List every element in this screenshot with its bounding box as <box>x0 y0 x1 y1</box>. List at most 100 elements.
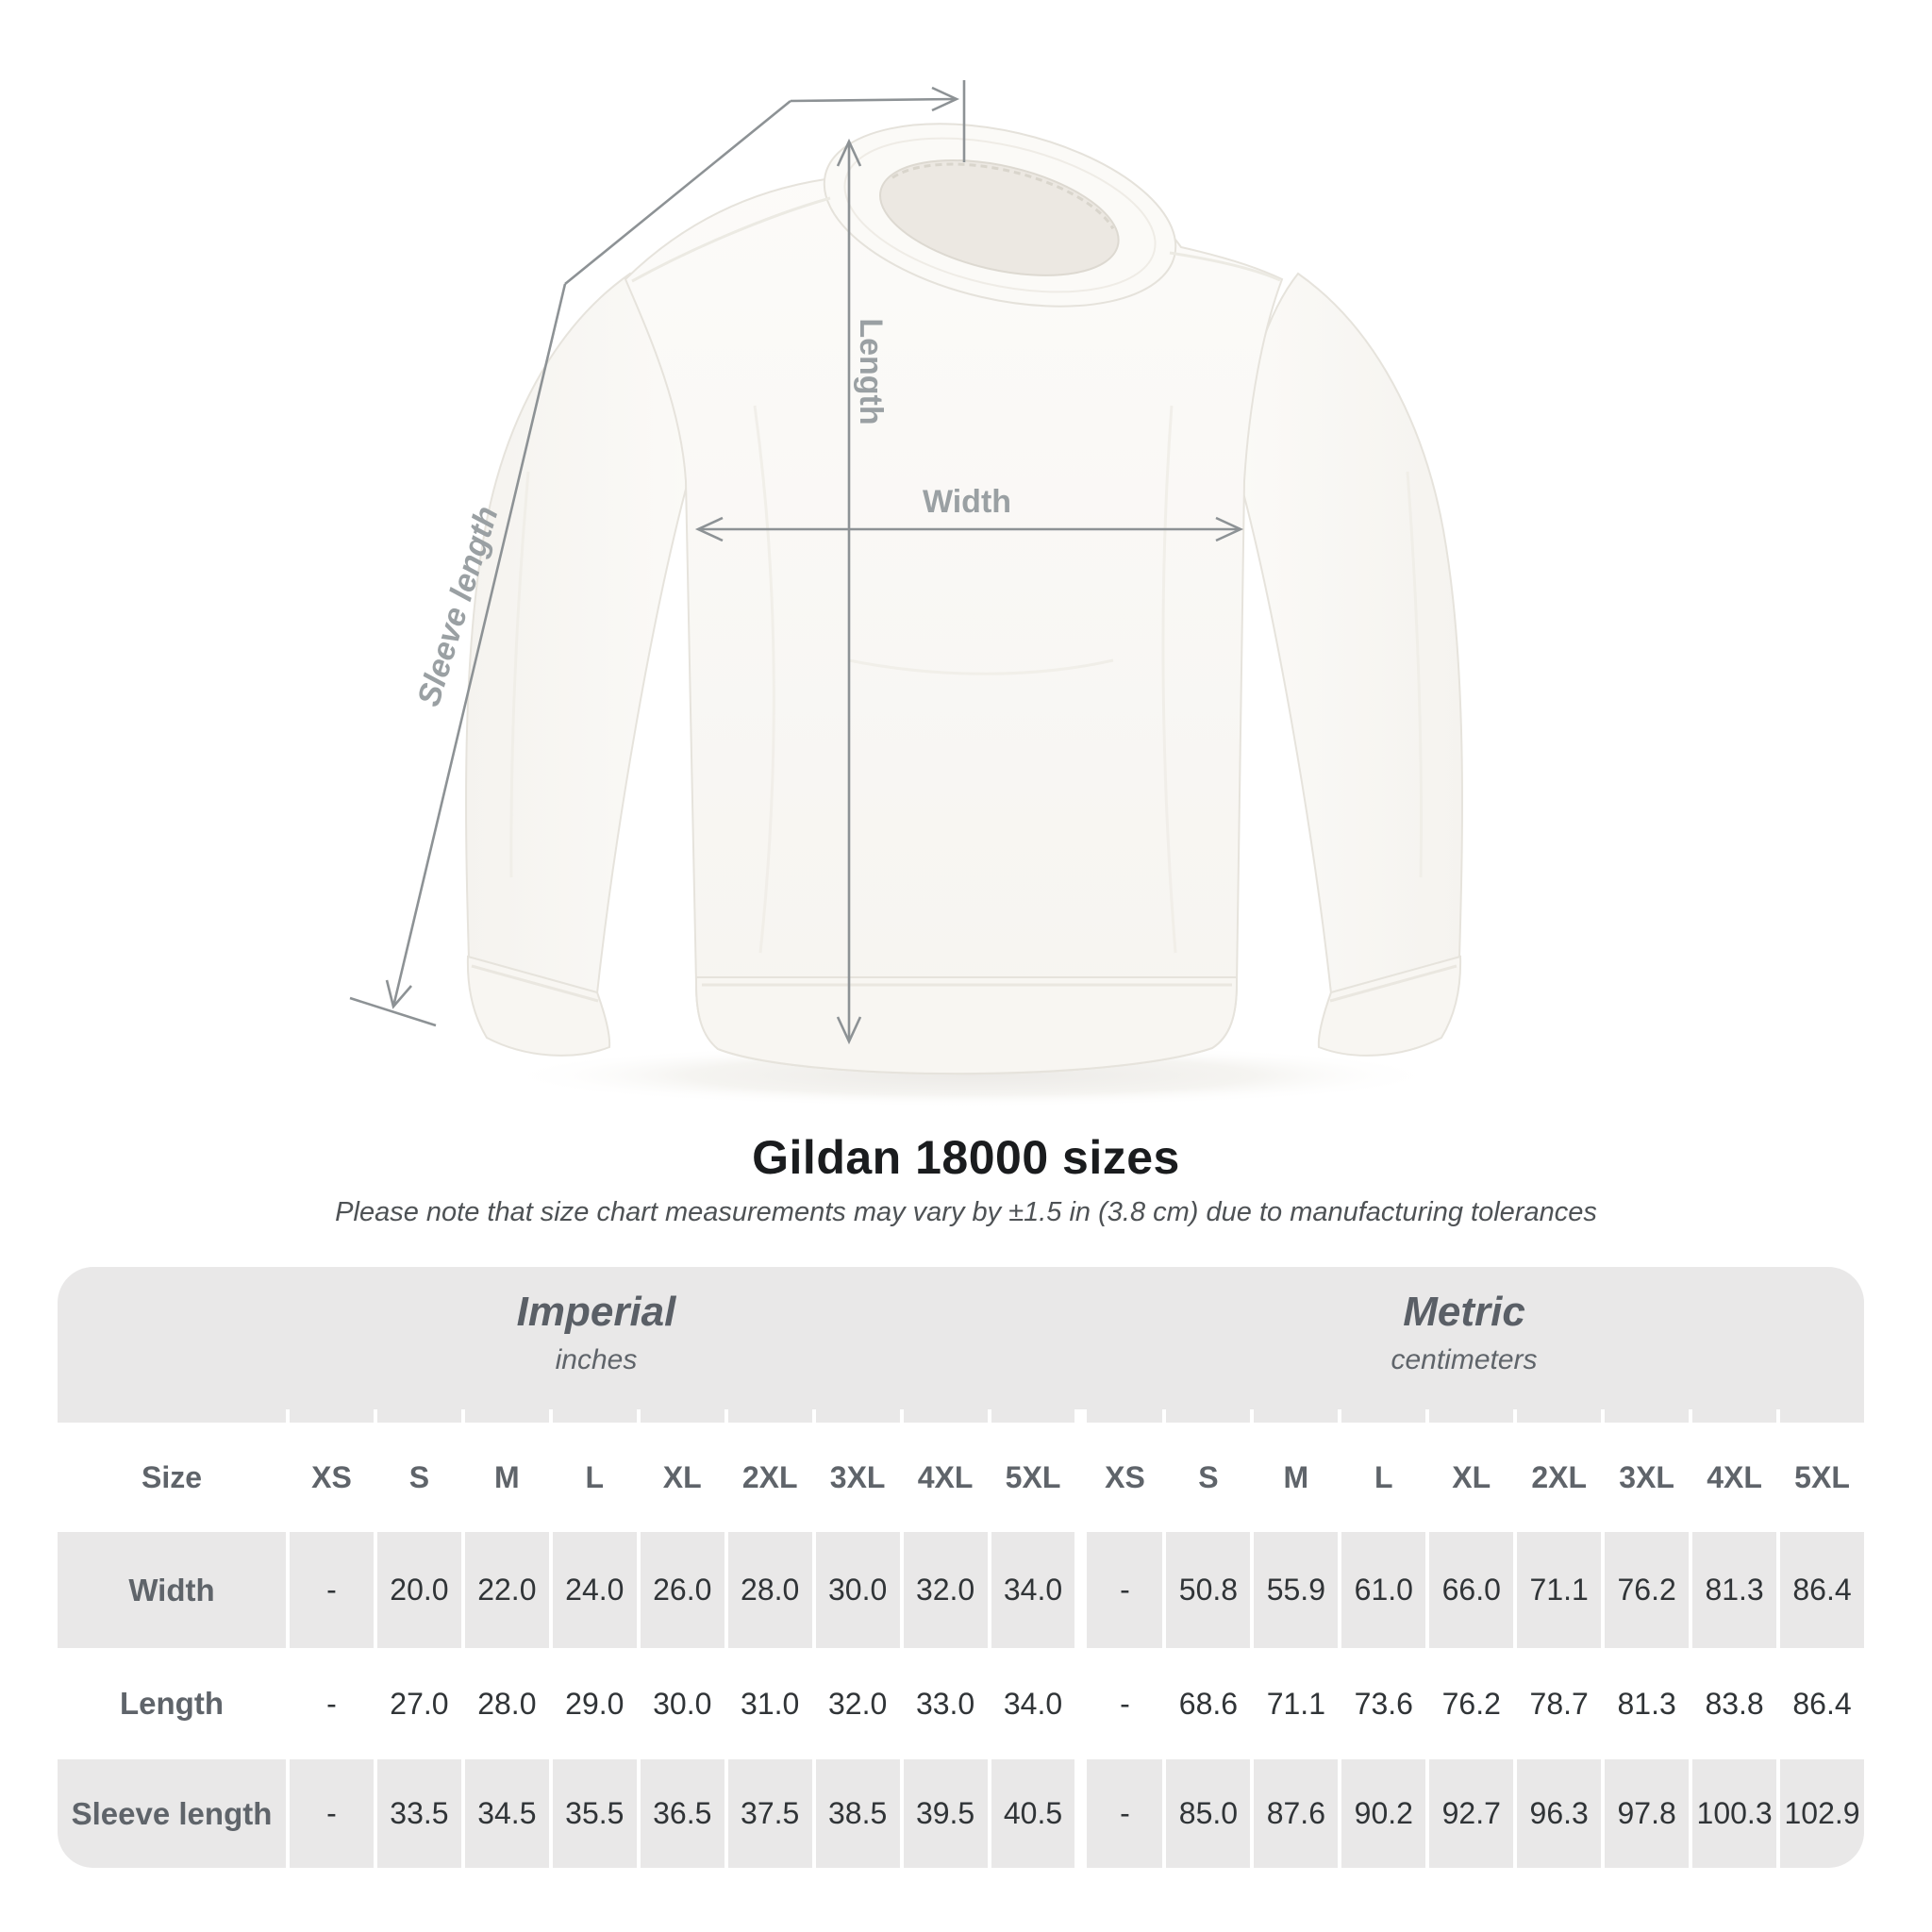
spacer-cell <box>987 1409 1075 1423</box>
col-header-imperial-xl: XL <box>636 1423 724 1532</box>
title-block: Gildan 18000 sizes Please note that size… <box>0 1130 1932 1228</box>
col-header-metric-2xl: 2XL <box>1513 1423 1602 1532</box>
cell-sleeve-length-metric-l: 90.2 <box>1338 1759 1425 1868</box>
tolerance-note: Please note that size chart measurements… <box>335 1197 1597 1227</box>
cell-length-imperial-xs: - <box>286 1648 374 1759</box>
left-cuff <box>466 955 611 1057</box>
unit-header-band: Imperial inches Metric centimeters <box>58 1267 1864 1409</box>
sweatshirt-sleeves <box>465 272 1463 1057</box>
spacer-cell <box>1689 1409 1776 1423</box>
imperial-title: Imperial <box>516 1289 676 1335</box>
right-sleeve <box>1231 272 1463 995</box>
spacer-cell <box>548 1409 637 1423</box>
cell-width-metric-xs: - <box>1074 1532 1162 1648</box>
cell-width-imperial-3xl: 30.0 <box>811 1532 900 1648</box>
left-sleeve <box>465 272 697 995</box>
cell-length-metric-5xl: 86.4 <box>1776 1648 1864 1759</box>
cell-width-metric-m: 55.9 <box>1250 1532 1338 1648</box>
spacer-cell <box>899 1409 988 1423</box>
cell-sleeve-length-imperial-2xl: 37.5 <box>724 1759 812 1868</box>
cell-length-imperial-xl: 30.0 <box>636 1648 724 1759</box>
length-arrow-down <box>836 1016 862 1045</box>
metric-title: Metric <box>1403 1289 1525 1335</box>
shoulder-seam-left <box>631 196 831 283</box>
width-arrow-right <box>1215 516 1244 542</box>
width-label: Width <box>923 484 1011 520</box>
cell-sleeve-length-metric-xs: - <box>1074 1759 1162 1868</box>
cell-length-imperial-3xl: 32.0 <box>811 1648 900 1759</box>
sleeve-arrow-down <box>385 979 412 1009</box>
spacer-cell <box>1601 1409 1689 1423</box>
cell-width-imperial-xl: 26.0 <box>636 1532 724 1648</box>
cell-sleeve-length-imperial-l: 35.5 <box>548 1759 637 1868</box>
cell-length-imperial-m: 28.0 <box>460 1648 549 1759</box>
spacer-cell <box>1338 1409 1425 1423</box>
collar <box>823 123 1177 308</box>
col-header-metric-s: S <box>1162 1423 1251 1532</box>
col-header-imperial-4xl: 4XL <box>899 1423 988 1532</box>
right-cuff <box>1317 955 1462 1057</box>
size-chart-table: Imperial inches Metric centimeters Size X… <box>58 1267 1864 1868</box>
cell-length-metric-3xl: 81.3 <box>1601 1648 1690 1759</box>
cell-sleeve-length-imperial-xs: - <box>286 1759 374 1868</box>
width-arrow-left <box>694 516 724 542</box>
col-header-metric-xs: XS <box>1074 1423 1163 1532</box>
cell-sleeve-length-metric-xl: 92.7 <box>1425 1759 1513 1868</box>
cuff-seam-right <box>1329 964 1457 1003</box>
cell-length-metric-m: 71.1 <box>1250 1648 1339 1759</box>
row-label-width: Width <box>128 1572 215 1607</box>
cell-sleeve-length-metric-5xl: 102.9 <box>1776 1759 1864 1868</box>
measurement-lines <box>349 80 1244 1045</box>
col-header-imperial-5xl: 5XL <box>987 1423 1075 1532</box>
spacer-cell <box>373 1409 461 1423</box>
spacer-cell <box>1513 1409 1601 1423</box>
cell-width-imperial-5xl: 34.0 <box>987 1532 1075 1648</box>
cell-sleeve-length-imperial-4xl: 39.5 <box>899 1759 988 1868</box>
cell-width-metric-5xl: 86.4 <box>1776 1532 1864 1648</box>
cell-length-metric-l: 73.6 <box>1338 1648 1426 1759</box>
shoulder-seam-right <box>1169 251 1281 282</box>
spacer-cell <box>1074 1409 1162 1423</box>
sleeve-shoulder-segment <box>564 99 791 286</box>
col-header-metric-xl: XL <box>1425 1423 1514 1532</box>
cell-width-metric-xl: 66.0 <box>1425 1532 1513 1648</box>
cell-length-imperial-5xl: 34.0 <box>987 1648 1075 1759</box>
cell-sleeve-length-metric-s: 85.0 <box>1162 1759 1250 1868</box>
spacer-cell <box>58 1409 286 1423</box>
imperial-subtitle: inches <box>555 1344 638 1375</box>
spacer-cell <box>1162 1409 1250 1423</box>
fabric-creases <box>509 405 1423 954</box>
cell-width-metric-2xl: 71.1 <box>1513 1532 1601 1648</box>
cuff-seam-left <box>471 964 599 1003</box>
metric-subtitle: centimeters <box>1391 1344 1538 1375</box>
col-header-metric-3xl: 3XL <box>1601 1423 1690 1532</box>
cell-length-metric-xl: 76.2 <box>1425 1648 1514 1759</box>
size-column-header: Size <box>58 1423 286 1532</box>
cell-width-imperial-l: 24.0 <box>548 1532 637 1648</box>
cell-sleeve-length-metric-2xl: 96.3 <box>1513 1759 1601 1868</box>
col-header-imperial-xs: XS <box>286 1423 374 1532</box>
spacer-cell <box>460 1409 549 1423</box>
spacer-cell <box>724 1409 812 1423</box>
col-header-imperial-m: M <box>460 1423 549 1532</box>
sweatshirt-measurement-diagram: Width Length Sleeve length <box>349 80 1463 1108</box>
size-grid: Size XS S M L XL 2XL 3XL 4XL 5XL XS S M L XL 2XL 3XL 4XL 5… <box>58 1409 1864 1868</box>
cell-sleeve-length-metric-m: 87.6 <box>1250 1759 1338 1868</box>
page-title: Gildan 18000 sizes <box>752 1131 1180 1184</box>
length-arrow-up <box>836 138 862 167</box>
col-header-imperial-3xl: 3XL <box>811 1423 900 1532</box>
cell-width-metric-3xl: 76.2 <box>1601 1532 1689 1648</box>
sleeve-end-tick <box>349 996 437 1027</box>
cell-length-metric-2xl: 78.7 <box>1513 1648 1602 1759</box>
spacer-cell <box>636 1409 724 1423</box>
spacer-cell <box>1776 1409 1864 1423</box>
cell-length-imperial-2xl: 31.0 <box>724 1648 812 1759</box>
col-header-metric-5xl: 5XL <box>1776 1423 1864 1532</box>
cell-sleeve-length-imperial-s: 33.5 <box>373 1759 461 1868</box>
cell-width-imperial-s: 20.0 <box>373 1532 461 1648</box>
cell-sleeve-length-metric-4xl: 100.3 <box>1689 1759 1776 1868</box>
cell-width-metric-s: 50.8 <box>1162 1532 1250 1648</box>
cell-width-imperial-m: 22.0 <box>460 1532 549 1648</box>
col-header-imperial-2xl: 2XL <box>724 1423 812 1532</box>
sleeve-horizontal-segment <box>790 97 956 103</box>
